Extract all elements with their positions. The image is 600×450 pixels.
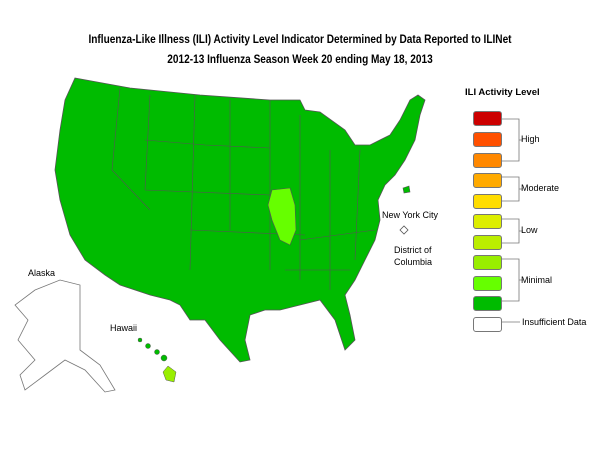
legend-swatch-insufficient — [473, 317, 502, 332]
state-new-york-city[interactable] — [402, 185, 411, 194]
state-mainland[interactable] — [54, 77, 426, 363]
legend-title: ILI Activity Level — [465, 87, 540, 98]
legend-swatch-low-2 — [473, 214, 502, 229]
legend-label-moderate: Moderate — [521, 183, 560, 193]
legend-label-high: High — [521, 134, 540, 144]
legend-swatch-high-1 — [473, 153, 502, 168]
label-dc-1: District of — [394, 245, 432, 255]
label-alaska: Alaska — [28, 268, 56, 278]
state-illinois[interactable] — [267, 187, 297, 246]
legend-swatch-moderate-2 — [473, 173, 502, 188]
state-borders — [111, 87, 376, 290]
legend-label-low: Low — [521, 225, 538, 235]
legend-swatch-minimal-2 — [473, 276, 502, 291]
label-nyc: New York City — [382, 210, 439, 220]
label-hawaii: Hawaii — [110, 323, 138, 333]
legend-swatch-low-1 — [473, 235, 502, 250]
legend-swatch-high-3 — [473, 111, 502, 126]
legend-swatch-moderate-1 — [473, 194, 502, 209]
legend-brackets — [501, 118, 523, 323]
legend-swatch-minimal-1 — [473, 296, 502, 311]
legend-swatch-high-2 — [473, 132, 502, 147]
legend-label-minimal: Minimal — [521, 275, 553, 285]
state-alaska[interactable] — [14, 279, 116, 393]
label-dc-2: Columbia — [394, 257, 433, 267]
state-dc[interactable] — [399, 225, 409, 235]
legend-swatch-minimal-3 — [473, 255, 502, 270]
map-title: Influenza-Like Illness (ILI) Activity Le… — [88, 32, 512, 46]
map-subtitle: 2012-13 Influenza Season Week 20 ending … — [167, 52, 433, 66]
legend-label-insufficient: Insufficient Data — [522, 317, 587, 327]
state-hawaii[interactable] — [137, 337, 177, 383]
